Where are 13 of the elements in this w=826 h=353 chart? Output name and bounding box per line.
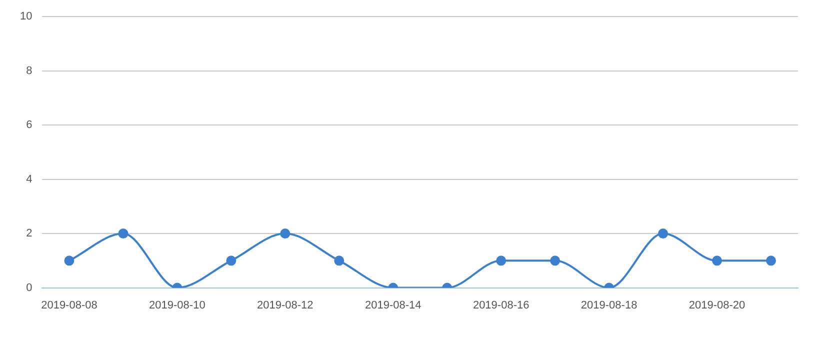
x-tick-label: 2019-08-16 [472,299,530,312]
x-tick-label: 2019-08-08 [41,299,98,312]
y-tick-label: 10 [20,10,32,23]
x-tick-label: 2019-08-14 [364,299,422,312]
y-tick-label: 4 [26,173,32,186]
y-tick-label: 0 [26,282,32,294]
y-tick-label: 8 [26,64,32,77]
x-tick-label: 2019-08-10 [149,299,206,312]
y-tick-label: 2 [26,228,32,240]
x-tick-label: 2019-08-20 [688,299,746,312]
x-tick-label: 2019-08-12 [257,299,314,312]
x-tick-label: 2019-08-18 [580,299,638,312]
y-tick-label: 6 [26,119,32,132]
